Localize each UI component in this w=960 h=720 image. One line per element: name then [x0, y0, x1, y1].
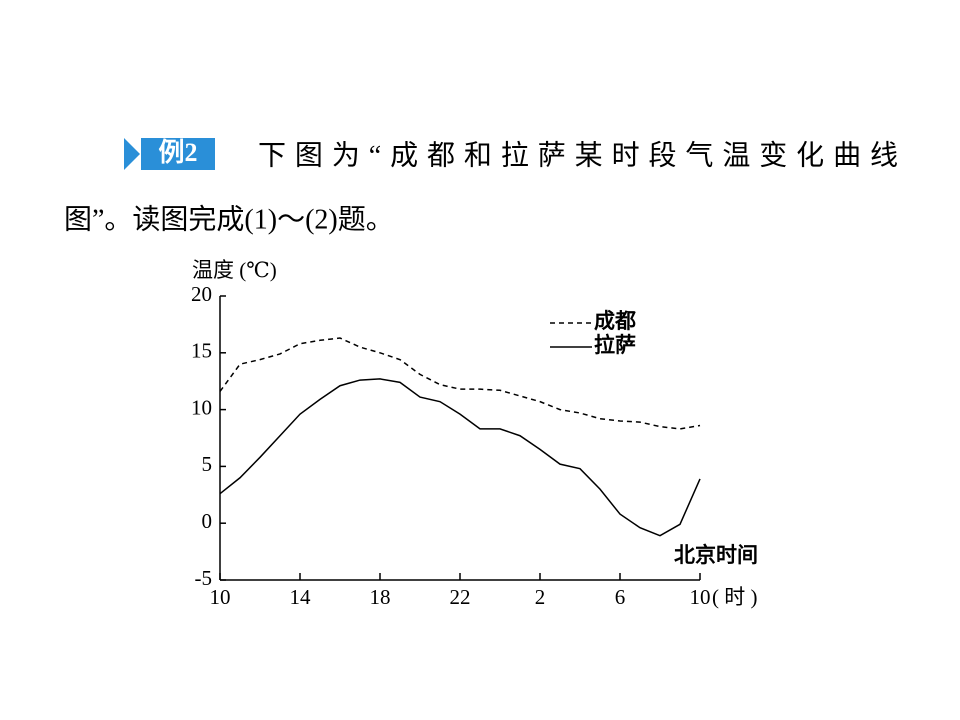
- y-tick-label: 20: [191, 282, 212, 306]
- annotation: 北京时间: [674, 543, 758, 567]
- x-axis-label: ( 时 ): [712, 585, 758, 609]
- badge-arrow: [124, 138, 140, 170]
- series-line: [219, 378, 701, 537]
- y-axis-label: 温度 (℃): [192, 258, 277, 282]
- y-tick-label: 15: [191, 339, 212, 363]
- x-tick-label: 10: [210, 585, 231, 609]
- x-tick-label: 6: [615, 585, 626, 609]
- legend-label: 拉萨: [594, 333, 636, 357]
- y-tick-label: 5: [202, 452, 213, 476]
- y-tick-label: 10: [191, 395, 212, 419]
- series-line: [219, 337, 701, 430]
- legend-label: 成都: [594, 309, 636, 333]
- y-tick-label: -5: [195, 566, 213, 590]
- x-tick-label: 2: [535, 585, 546, 609]
- badge-text: 例2: [158, 138, 197, 167]
- x-tick-label: 10: [690, 585, 711, 609]
- x-tick-label: 18: [370, 585, 391, 609]
- y-tick-label: 0: [202, 509, 213, 533]
- x-tick-label: 22: [450, 585, 471, 609]
- question-line: 图”。读图完成(1)～(2)题。: [64, 203, 394, 235]
- x-tick-label: 14: [290, 585, 312, 609]
- badge-box: [141, 138, 215, 170]
- question-line: 下图为“成都和拉萨某时段气温变化曲线: [258, 139, 898, 171]
